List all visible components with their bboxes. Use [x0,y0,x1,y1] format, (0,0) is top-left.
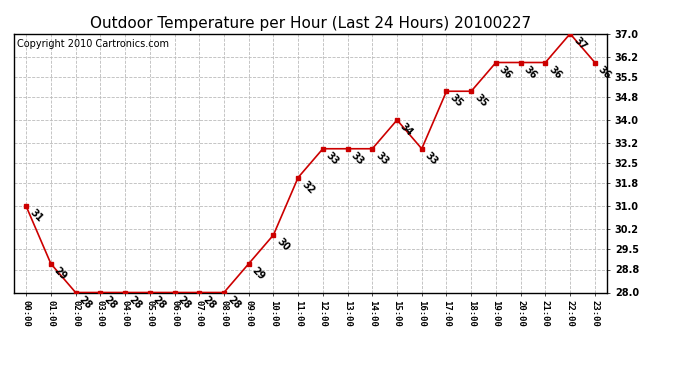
Text: 35: 35 [448,93,464,109]
Text: 36: 36 [596,64,613,81]
Text: 28: 28 [201,294,217,310]
Text: 28: 28 [151,294,168,310]
Text: 28: 28 [176,294,193,310]
Text: 28: 28 [226,294,242,310]
Text: 36: 36 [522,64,539,81]
Text: 28: 28 [126,294,143,310]
Text: 34: 34 [398,122,415,138]
Text: 32: 32 [299,179,316,195]
Text: 29: 29 [52,265,69,282]
Text: 28: 28 [101,294,119,310]
Title: Outdoor Temperature per Hour (Last 24 Hours) 20100227: Outdoor Temperature per Hour (Last 24 Ho… [90,16,531,31]
Text: 33: 33 [349,150,366,167]
Text: 37: 37 [571,35,588,52]
Text: 36: 36 [546,64,564,81]
Text: 29: 29 [250,265,267,282]
Text: 31: 31 [28,208,44,224]
Text: 33: 33 [374,150,391,167]
Text: 28: 28 [77,294,94,310]
Text: 35: 35 [473,93,489,109]
Text: 33: 33 [423,150,440,167]
Text: 30: 30 [275,236,291,253]
Text: 36: 36 [497,64,514,81]
Text: Copyright 2010 Cartronics.com: Copyright 2010 Cartronics.com [17,39,169,49]
Text: 33: 33 [324,150,341,167]
